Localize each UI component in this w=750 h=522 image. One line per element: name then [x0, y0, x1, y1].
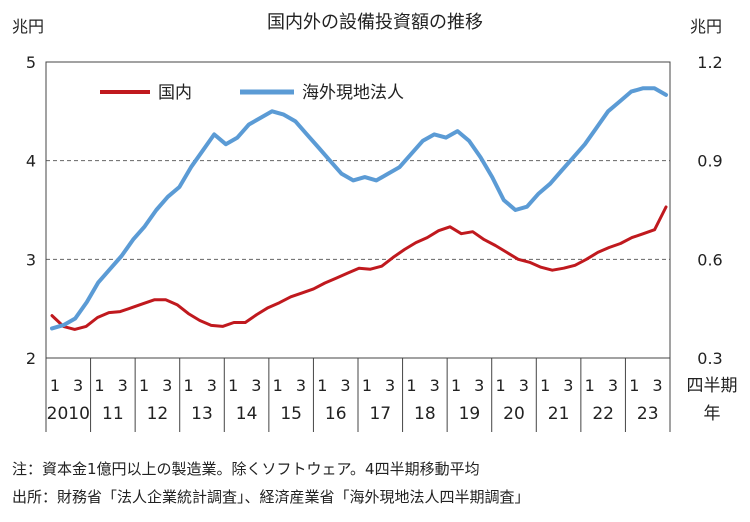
x-axis-unit-quarter: 四半期 — [687, 376, 738, 396]
quarter-tick-label: 1 — [94, 376, 104, 395]
quarter-tick-label: 3 — [474, 376, 484, 395]
quarter-tick-label: 3 — [340, 376, 350, 395]
year-tick-label: 14 — [236, 404, 258, 424]
plot-frame — [45, 61, 671, 359]
year-tick-label: 23 — [637, 404, 659, 424]
year-tick-label: 22 — [592, 404, 614, 424]
year-tick-label: 11 — [102, 404, 124, 424]
quarter-tick-label: 3 — [652, 376, 662, 395]
quarter-tick-label: 1 — [451, 376, 461, 395]
x-axis-unit-year: 年 — [704, 404, 721, 424]
quarter-tick-label: 3 — [207, 376, 217, 395]
quarter-tick-label: 3 — [118, 376, 128, 395]
quarter-tick-label: 3 — [385, 376, 395, 395]
quarter-tick-label: 1 — [50, 376, 60, 395]
left-tick-label: 4 — [26, 152, 36, 171]
year-tick-label: 15 — [280, 404, 302, 424]
quarter-tick-label: 1 — [496, 376, 506, 395]
series-line-domestic — [50, 205, 668, 331]
quarter-tick-label: 1 — [317, 376, 327, 395]
year-tick-label: 17 — [369, 404, 391, 424]
legend-label-domestic: 国内 — [158, 83, 192, 103]
legend-label-overseas: 海外現地法人 — [302, 83, 404, 103]
left-axis-unit: 兆円 — [12, 17, 44, 36]
right-tick-label: 1.2 — [697, 53, 722, 72]
year-tick-label: 12 — [147, 404, 169, 424]
footnote: 注：資本金1億円以上の製造業。除くソフトウェア。4四半期移動平均 — [12, 460, 480, 478]
quarter-tick-label: 3 — [251, 376, 261, 395]
gridlines — [46, 160, 670, 260]
quarter-tick-label: 3 — [519, 376, 529, 395]
quarter-tick-label: 3 — [162, 376, 172, 395]
year-tick-label: 13 — [191, 404, 213, 424]
legend: 国内 海外現地法人 — [100, 83, 404, 103]
quarter-tick-label: 1 — [228, 376, 238, 395]
year-tick-label: 19 — [459, 404, 481, 424]
quarter-tick-label: 1 — [139, 376, 149, 395]
source-note: 出所：財務省「法人企業統計調査」、経済産業省「海外現地法人四半期調査」 — [12, 488, 530, 506]
year-tick-label: 20 — [503, 404, 525, 424]
quarter-tick-label: 3 — [608, 376, 618, 395]
right-axis-unit: 兆円 — [690, 17, 722, 36]
quarter-tick-label: 3 — [563, 376, 573, 395]
left-axis-ticks: 2 3 4 5 — [26, 53, 36, 368]
quarter-tick-label: 1 — [362, 376, 372, 395]
quarter-tick-label: 1 — [540, 376, 550, 395]
quarter-tick-label: 1 — [273, 376, 283, 395]
right-tick-label: 0.6 — [697, 250, 722, 269]
quarter-tick-label: 3 — [73, 376, 83, 395]
quarter-tick-label: 1 — [406, 376, 416, 395]
series-lines — [50, 86, 668, 331]
quarter-tick-label: 1 — [184, 376, 194, 395]
quarter-tick-label: 3 — [296, 376, 306, 395]
quarter-tick-label: 1 — [629, 376, 639, 395]
quarter-tick-label: 3 — [430, 376, 440, 395]
year-tick-label: 2010 — [47, 404, 90, 424]
right-tick-label: 0.3 — [697, 349, 722, 368]
right-tick-label: 0.9 — [697, 152, 722, 171]
right-axis-ticks: 0.3 0.6 0.9 1.2 — [697, 53, 722, 368]
left-tick-label: 5 — [26, 53, 36, 72]
year-tick-label: 21 — [548, 404, 570, 424]
left-tick-label: 3 — [26, 250, 36, 269]
series-line-overseas — [50, 86, 668, 331]
year-tick-label: 18 — [414, 404, 436, 424]
chart-title: 国内外の設備投資額の推移 — [267, 12, 483, 33]
quarter-tick-label: 1 — [585, 376, 595, 395]
year-tick-label: 16 — [325, 404, 347, 424]
left-tick-label: 2 — [26, 349, 36, 368]
